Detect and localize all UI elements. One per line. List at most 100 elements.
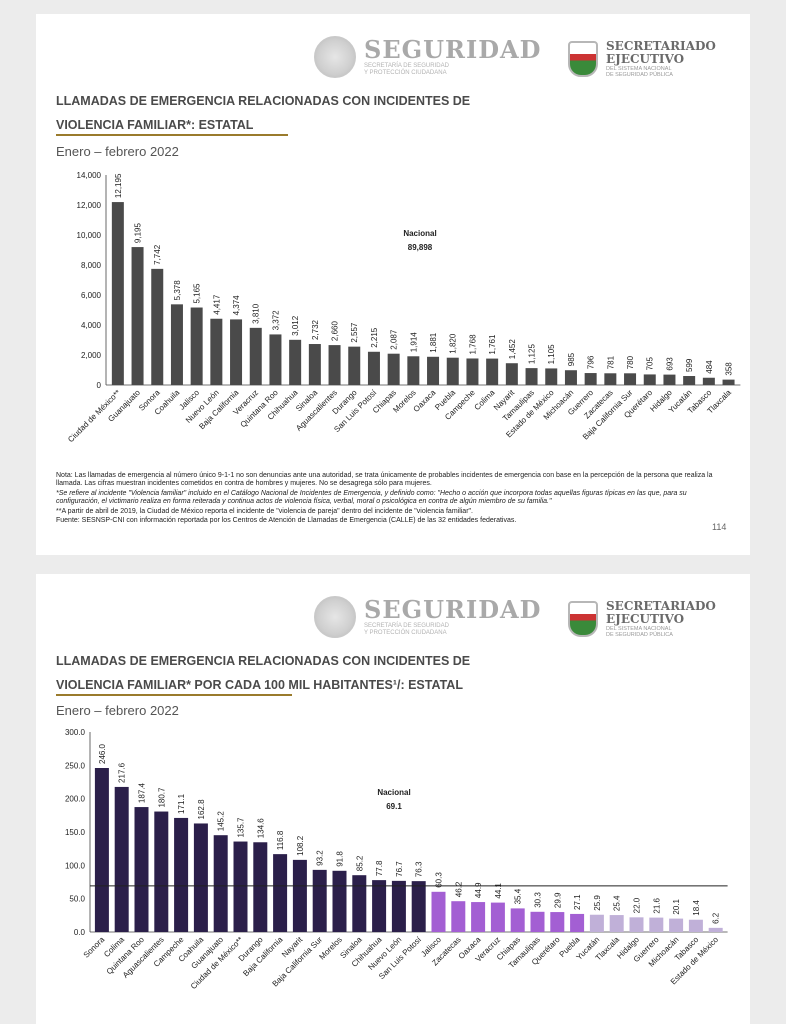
data-label: 2,087: [390, 329, 399, 350]
data-label: 3,810: [252, 303, 261, 324]
data-label: 5,165: [193, 283, 202, 304]
chart-title-line-1: LLAMADAS DE EMERGENCIA RELACIONADAS CON …: [56, 654, 471, 668]
data-label: 20.1: [672, 898, 681, 914]
bar: [151, 268, 164, 385]
data-label: 1,125: [528, 344, 537, 365]
bar: [589, 914, 604, 932]
y-tick-label: 150.0: [65, 828, 86, 837]
bar: [609, 915, 624, 932]
data-label: 93.2: [316, 850, 325, 866]
nacional-value: 69.1: [386, 802, 402, 811]
data-label: 77.8: [375, 860, 384, 876]
data-label: 171.1: [177, 793, 186, 814]
note-1: Nota: Las llamadas de emergencia al núme…: [56, 472, 713, 488]
seguridad-subtitle-1: SECRETARÍA DE SEGURIDAD: [364, 623, 449, 629]
bar: [604, 373, 617, 385]
chart-title-line-2: VIOLENCIA FAMILIAR*: ESTATAL: [56, 118, 254, 132]
data-label: 162.8: [197, 799, 206, 820]
data-label: 35.4: [514, 888, 523, 904]
data-label: 135.7: [237, 817, 246, 838]
seguridad-title: SEGURIDAD: [364, 595, 542, 624]
data-label: 187.4: [138, 782, 147, 803]
bar: [170, 304, 183, 385]
bar: [391, 880, 406, 932]
x-tick-label: Oaxaca: [412, 388, 438, 414]
bar: [348, 346, 361, 385]
chart-subtitle: Enero – febrero 2022: [56, 703, 179, 718]
note-3: **A partir de abril de 2019, la Ciudad d…: [56, 507, 473, 515]
bar: [564, 370, 577, 385]
bar: [174, 817, 189, 932]
bar: [292, 859, 307, 932]
note-source: Fuente: SESNSP-CNI con información repor…: [56, 517, 517, 525]
mexico-seal-icon: [314, 36, 356, 78]
bar: [683, 376, 696, 385]
bar: [210, 318, 223, 385]
data-label: 134.6: [256, 818, 265, 839]
chart-plot-area: 0 2,000 4,000 6,000 8,000 10,000 12,000 14,000 1…: [66, 171, 741, 444]
data-label: 12,195: [114, 173, 123, 198]
data-label: 2,732: [311, 319, 320, 340]
data-label: 780: [626, 355, 635, 369]
nacional-label: Nacional: [403, 229, 436, 238]
data-label: 796: [587, 355, 596, 369]
y-tick-label: 0: [97, 381, 102, 390]
bar: [446, 357, 459, 385]
bar: [308, 344, 321, 385]
bar: [131, 247, 144, 385]
y-tick-label: 2,000: [81, 351, 102, 360]
bar: [505, 363, 518, 385]
bar: [289, 339, 302, 385]
y-tick-label: 50.0: [69, 895, 85, 904]
data-label: 145.2: [217, 811, 226, 832]
bar: [253, 842, 268, 932]
bar: [328, 345, 341, 385]
data-label: 18.4: [692, 900, 701, 916]
data-label: 6.2: [712, 912, 721, 924]
bar: [352, 875, 367, 932]
data-label: 60.3: [435, 872, 444, 888]
data-label: 116.8: [276, 830, 285, 850]
chart-subtitle: Enero – febrero 2022: [56, 144, 179, 159]
bar: [111, 202, 124, 385]
seguridad-subtitle-1: SECRETARÍA DE SEGURIDAD: [364, 63, 449, 69]
shield-icon: [568, 601, 598, 637]
bar: [722, 379, 735, 385]
bar: [570, 913, 585, 932]
bar-chart-1: 0 2,000 4,000 6,000 8,000 10,000 12,000 14,000 1…: [66, 171, 741, 444]
bar: [629, 917, 644, 932]
bar: [486, 358, 499, 385]
bar: [332, 870, 347, 932]
data-label: 3,372: [271, 310, 280, 331]
data-label: 91.8: [336, 851, 345, 867]
bar: [466, 358, 479, 385]
data-label: 705: [646, 357, 655, 371]
bar: [367, 351, 380, 385]
bar: [669, 918, 684, 932]
bar: [624, 373, 637, 385]
secretariado-subtitle-1: DEL SISTEMA NACIONAL: [606, 66, 672, 72]
data-label: 599: [685, 358, 694, 372]
seguridad-subtitle-2: Y PROTECCIÓN CIUDADANA: [364, 630, 447, 636]
bar: [663, 374, 676, 385]
bar: [708, 927, 723, 932]
data-label: 46.2: [454, 881, 463, 897]
data-label: 76.7: [395, 861, 404, 877]
page-number: 114: [712, 522, 727, 532]
bar: [114, 786, 129, 932]
data-label: 358: [725, 362, 734, 376]
bar: [584, 373, 597, 385]
bar: [550, 912, 565, 932]
data-label: 4,417: [212, 294, 221, 315]
bar: [269, 334, 282, 385]
bar: [490, 902, 505, 932]
data-label: 85.2: [355, 855, 364, 871]
y-tick-label: 14,000: [77, 171, 102, 180]
secretariado-logo: SECRETARIADO EJECUTIVO DEL SISTEMA NACIO…: [568, 600, 716, 638]
title-underline: [56, 134, 288, 136]
bar: [372, 880, 387, 932]
data-label: 1,881: [429, 332, 438, 353]
note-2: *Se refiere al incidente "Violencia fami…: [56, 489, 687, 506]
bar: [273, 854, 288, 932]
x-tick-label: Sonora: [82, 935, 107, 960]
